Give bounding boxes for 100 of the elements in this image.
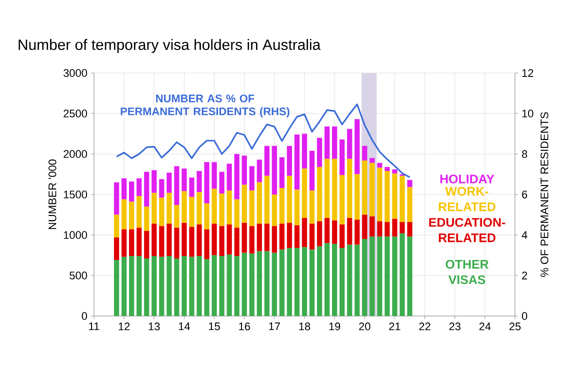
y2-tick-label: 0 <box>522 312 528 320</box>
bar <box>340 139 345 176</box>
bar <box>392 218 398 237</box>
bar <box>219 256 224 316</box>
bar <box>174 205 180 228</box>
y2-tick-label: 10 <box>522 110 534 118</box>
bar <box>152 224 157 256</box>
bar <box>370 158 375 163</box>
bar <box>129 256 134 316</box>
bar <box>256 224 262 252</box>
bar <box>256 251 262 316</box>
bar <box>189 256 194 316</box>
bar <box>234 256 240 316</box>
bar <box>384 222 390 237</box>
bar <box>294 190 300 226</box>
bar <box>347 218 352 245</box>
bar <box>219 226 224 256</box>
bar <box>242 184 247 223</box>
bar <box>136 196 142 228</box>
bar <box>152 170 157 193</box>
bar <box>362 214 368 240</box>
x-tick-label: 18 <box>299 322 310 330</box>
bar <box>159 179 164 198</box>
chart-title: Number of temporary visa holders in Australia <box>18 39 321 53</box>
x-tick-label: 21 <box>389 322 400 330</box>
x-tick-label: 23 <box>449 322 460 330</box>
bar <box>272 146 277 194</box>
bar <box>316 138 322 167</box>
y2-tick-label: 12 <box>522 69 534 77</box>
bar <box>204 162 210 204</box>
x-tick-label: 22 <box>419 322 430 330</box>
bar <box>144 258 150 316</box>
y-axis-title: NUMBER '000 <box>48 160 56 230</box>
x-tick-label: 14 <box>178 322 190 330</box>
bar <box>219 172 224 194</box>
bar <box>212 188 217 224</box>
bar <box>340 224 345 248</box>
bar <box>196 171 202 192</box>
bar <box>400 222 405 234</box>
bar <box>249 166 254 190</box>
bar <box>226 254 232 316</box>
bar <box>316 166 322 222</box>
bar <box>400 233 405 316</box>
bar <box>370 236 375 316</box>
bar <box>332 158 338 220</box>
bar <box>196 256 202 316</box>
bar <box>340 175 345 224</box>
bar <box>212 255 217 316</box>
bar <box>249 190 254 226</box>
bar <box>264 251 270 316</box>
bar <box>256 182 262 224</box>
x-tick-label: 12 <box>118 322 130 330</box>
y2-tick-label: 8 <box>522 150 528 158</box>
bar <box>309 190 315 224</box>
bar <box>189 196 194 227</box>
bar <box>324 218 330 244</box>
bar <box>324 243 330 316</box>
bar <box>279 188 285 224</box>
y-tick-label: 3000 <box>64 69 88 77</box>
bar <box>242 252 247 316</box>
bar <box>324 158 330 218</box>
x-tick-label: 13 <box>148 322 160 330</box>
bar <box>407 222 412 237</box>
bar <box>286 146 292 176</box>
bar <box>309 250 315 316</box>
bar <box>377 168 382 222</box>
bar <box>302 168 308 218</box>
bar <box>354 244 360 316</box>
bar <box>377 221 382 237</box>
bar <box>354 220 360 245</box>
y-tick-label: 1000 <box>64 231 88 239</box>
bar <box>226 164 232 190</box>
bar <box>189 177 194 197</box>
bar <box>324 126 330 159</box>
bar <box>144 206 150 231</box>
bar <box>182 168 187 192</box>
bar <box>286 222 292 248</box>
bar <box>166 172 172 193</box>
bar <box>114 214 120 238</box>
bar <box>159 226 164 257</box>
y-tick-label: 500 <box>70 272 88 280</box>
bar <box>174 228 180 258</box>
bar <box>226 224 232 254</box>
text: WORK-RELATED <box>438 186 496 212</box>
bar <box>122 199 127 230</box>
bar <box>294 134 300 190</box>
bar <box>264 224 270 252</box>
bar <box>234 228 240 256</box>
bar <box>340 248 345 316</box>
bar <box>407 180 412 188</box>
y2-tick-label: 4 <box>522 231 528 239</box>
bar <box>174 258 180 316</box>
bar <box>370 162 375 216</box>
bar <box>122 256 127 316</box>
bar <box>309 224 315 250</box>
x-tick-label: 15 <box>209 322 220 330</box>
x-tick-label: 16 <box>239 322 250 330</box>
bar <box>249 226 254 254</box>
bar <box>362 146 368 160</box>
bar <box>114 237 120 260</box>
